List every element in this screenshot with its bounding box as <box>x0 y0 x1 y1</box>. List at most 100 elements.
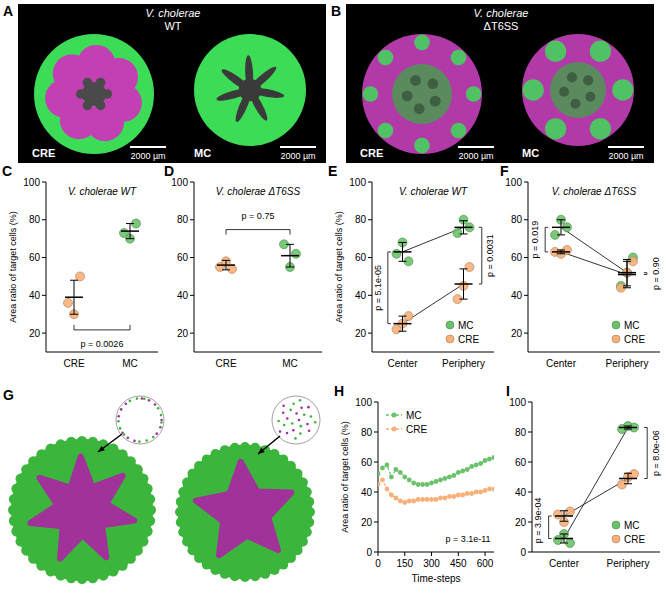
p-value: p = 3.9e-04 <box>533 497 543 543</box>
error-bar <box>624 426 632 429</box>
series-marker <box>398 499 403 504</box>
sim-colony-edge <box>21 545 31 555</box>
sim-colony-edge <box>293 469 303 479</box>
inset-cell <box>279 430 282 433</box>
y-tick-label: 80 <box>355 214 367 225</box>
inset-cell <box>125 402 128 405</box>
panel-letter: G <box>3 387 14 403</box>
sim-colony-edge <box>46 444 56 454</box>
series-marker <box>474 463 479 468</box>
inset-cell <box>292 402 295 405</box>
x-tick <box>431 552 432 556</box>
error-cap <box>286 244 294 245</box>
sim-colony-edge <box>175 507 185 517</box>
legend-label: MC <box>624 520 640 531</box>
bracket <box>74 325 130 330</box>
error-cap <box>399 331 407 332</box>
series-marker <box>420 482 425 487</box>
sim-colony-edge <box>36 560 46 570</box>
sim-colony-edge <box>230 571 240 581</box>
y-tick <box>190 333 194 334</box>
y-tick <box>42 333 46 334</box>
colony-center <box>550 62 606 118</box>
page: {"image_panels": [ {"panel": "A", "title… <box>0 0 666 596</box>
sim-colony-edge <box>278 454 288 464</box>
error-cap <box>126 238 134 239</box>
x-tick <box>485 552 486 556</box>
inset-cell <box>136 397 139 400</box>
sim-colony-edge <box>187 469 197 479</box>
error-stem <box>290 244 291 267</box>
inset-cell <box>299 425 302 428</box>
colony-center <box>414 103 425 114</box>
error-cap <box>560 543 568 544</box>
y-tick-label: 0 <box>366 547 372 558</box>
error-bar <box>624 473 632 484</box>
y-tick <box>190 219 194 220</box>
inset-cell <box>306 423 309 426</box>
inset-cell <box>117 415 120 418</box>
series-marker <box>434 497 439 502</box>
inset <box>116 396 164 444</box>
legend-marker <box>446 335 454 343</box>
replicate-point <box>292 249 301 258</box>
series-marker <box>393 467 398 472</box>
sim-colony-edge <box>145 516 155 526</box>
colony-gap <box>363 86 379 102</box>
error-stem <box>564 511 565 522</box>
colony-gap <box>378 123 394 139</box>
chart-I: 020406080100CenterPeripheryMCCREp = 3.9e… <box>509 397 661 570</box>
error-cap <box>624 473 632 474</box>
y-tick <box>374 522 378 523</box>
series-marker <box>487 457 492 462</box>
error-cap <box>399 242 407 243</box>
series-marker <box>380 478 385 483</box>
legend-marker <box>612 521 620 529</box>
series-marker <box>407 478 412 483</box>
panel-letter: D <box>164 163 174 179</box>
sim-colony-edge <box>125 456 135 466</box>
image-panel: V. choleraeΔT6SSCREMC2000 µm2000 µm <box>346 4 654 163</box>
sim-colony-edge <box>66 437 76 447</box>
sim-colony-edge <box>220 445 230 455</box>
series-marker <box>420 497 425 502</box>
colony-gap <box>523 79 544 100</box>
inset-cell <box>141 397 144 400</box>
error-bar <box>557 220 565 235</box>
p-value: p = 0.0026 <box>81 339 124 349</box>
colony-gap <box>451 50 467 66</box>
sim-colony-edge <box>28 553 38 563</box>
series-marker <box>438 478 443 483</box>
sim-colony-edge <box>46 566 56 576</box>
error-cap <box>460 233 468 234</box>
inset-cell <box>292 429 295 432</box>
y-tick <box>374 552 378 553</box>
scale-bar <box>280 146 316 148</box>
y-tick <box>374 402 378 403</box>
plot-area <box>64 219 141 319</box>
bracket <box>545 227 548 252</box>
p-value: p = 0.0031 <box>485 234 495 277</box>
series-marker <box>456 470 461 475</box>
colony-gap <box>414 138 430 154</box>
condition-label: MC <box>522 147 539 159</box>
mean <box>619 427 637 429</box>
scale-bar-label: 2000 µm <box>458 151 493 161</box>
error-cap <box>222 269 230 270</box>
inset-cell <box>120 408 123 411</box>
colony-gap <box>590 41 611 62</box>
error-cap <box>70 280 78 281</box>
panel-letter: C <box>2 163 12 179</box>
replicate-point <box>465 263 474 272</box>
mean-line <box>561 227 627 272</box>
y-tick <box>528 402 532 403</box>
strain: ΔT6SS <box>266 186 301 197</box>
p-value: p = 8.0e-06 <box>651 430 661 476</box>
y-tick-label: 80 <box>515 427 527 438</box>
sim-colony-edge <box>77 574 87 584</box>
sim-colony-edge <box>178 527 188 537</box>
species: V. cholerae <box>399 186 449 197</box>
inset-cell <box>157 407 160 410</box>
colony-center <box>410 75 421 86</box>
x-axis <box>378 552 494 553</box>
